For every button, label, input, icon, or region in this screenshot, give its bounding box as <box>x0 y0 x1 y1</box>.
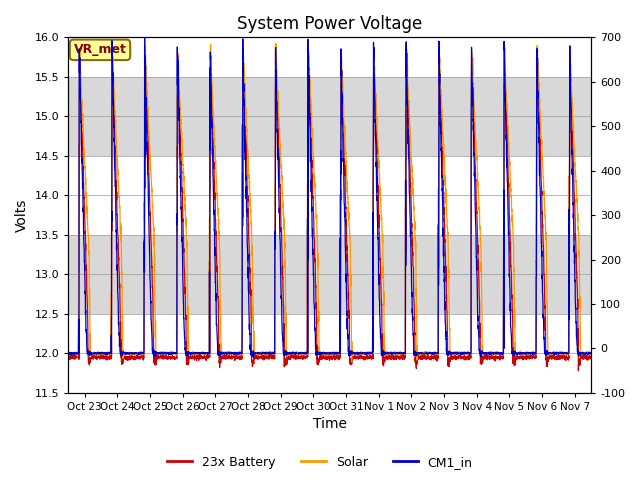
Legend: 23x Battery, Solar, CM1_in: 23x Battery, Solar, CM1_in <box>163 451 477 474</box>
Bar <box>68 77 591 156</box>
Bar <box>68 314 591 393</box>
X-axis label: Time: Time <box>313 418 347 432</box>
Text: VR_met: VR_met <box>74 43 127 56</box>
Bar <box>68 235 591 314</box>
Title: System Power Voltage: System Power Voltage <box>237 15 422 33</box>
Y-axis label: Volts: Volts <box>15 198 29 232</box>
Bar <box>68 37 591 77</box>
Bar <box>68 156 591 235</box>
